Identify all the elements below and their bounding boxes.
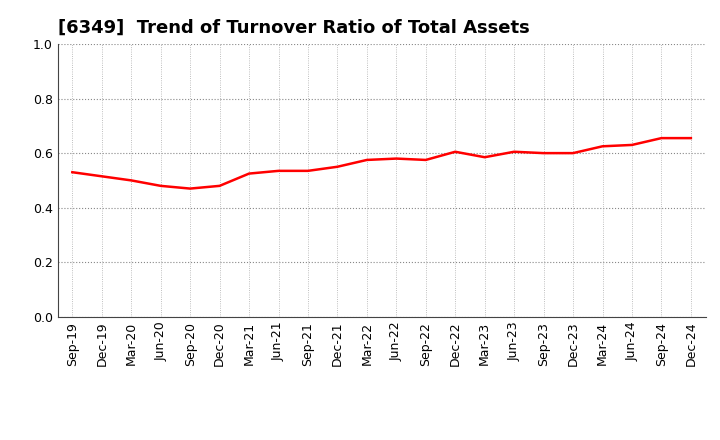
Text: [6349]  Trend of Turnover Ratio of Total Assets: [6349] Trend of Turnover Ratio of Total …: [58, 19, 529, 37]
